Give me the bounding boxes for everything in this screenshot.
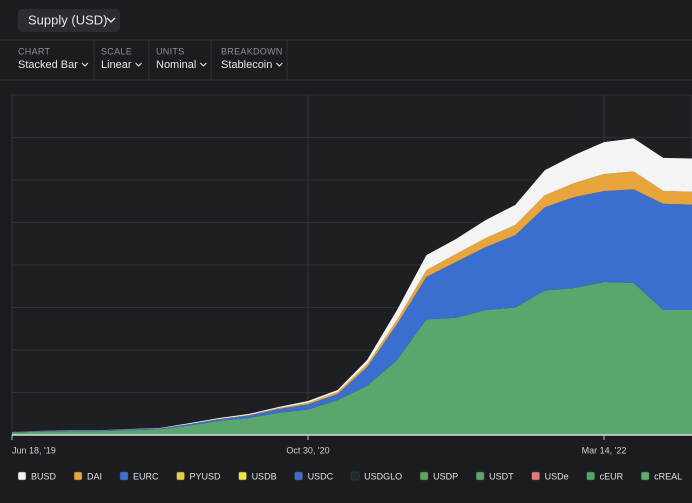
chevron [81,62,89,67]
legend-label[interactable]: BUSD [31,471,57,481]
legend-item[interactable]: BUSD [17,471,57,481]
legend-swatch[interactable] [17,471,27,481]
legend-label[interactable]: cEUR [600,471,624,481]
control-label[interactable]: SCALE [101,46,132,56]
legend-swatch[interactable] [640,471,650,481]
chevron [199,62,207,67]
legend-label[interactable]: PYUSD [190,471,222,481]
metric-dropdown[interactable]: Supply (USD) [18,9,120,32]
chevron [106,17,116,23]
x-tick-label: Mar 14, '22 [582,445,627,455]
control[interactable]: CHART Stacked Bar [18,46,89,71]
control-value[interactable]: Stablecoin [221,59,272,71]
chevron [135,62,142,67]
control-label[interactable]: UNITS [156,46,185,56]
legend-label[interactable]: cREAL [654,471,682,481]
legend-label[interactable]: USDB [252,471,277,481]
legend-swatch[interactable] [238,471,247,481]
x-tick-label: Oct 30, '20 [286,445,329,455]
legend-label[interactable]: USDe [545,471,569,481]
legend-label[interactable]: EURC [133,471,159,481]
control-value[interactable]: Nominal [156,59,196,71]
legend-item[interactable]: USDe [531,471,569,481]
control-label[interactable]: BREAKDOWN [221,46,283,56]
control-label[interactable]: CHART [18,46,51,56]
legend-item[interactable]: USDGLO [350,471,402,481]
legend-swatch[interactable] [119,471,129,481]
area-series [12,138,692,433]
legend-swatch[interactable] [531,471,540,481]
area-series [12,282,692,435]
legend-item[interactable]: USDP [419,471,458,481]
control-value[interactable]: Linear [101,59,132,71]
x-tick-label: Jun 18, '19 [12,445,56,455]
controls: CHART Stacked Bar SCALE Linear UNITS Nominal B… [18,40,288,80]
legend-swatch[interactable] [73,471,83,481]
legend-label[interactable]: USDGLO [364,471,402,481]
legend: BUSD DAI EURC PYUSD USDB USDC USDGLO USDP USDT US… [17,471,682,481]
legend-swatch[interactable] [176,471,185,481]
dropdown-title[interactable]: Supply (USD) [28,12,107,27]
area-series [12,189,692,433]
legend-label[interactable]: USDC [308,471,334,481]
legend-item[interactable]: DAI [73,471,102,481]
legend-swatch[interactable] [475,471,485,481]
control-value[interactable]: Stacked Bar [18,59,78,71]
area-series [12,171,692,433]
legend-item[interactable]: PYUSD [176,471,222,481]
legend-label[interactable]: USDP [433,471,458,481]
legend-swatch[interactable] [294,471,303,481]
legend-item[interactable]: cREAL [640,471,682,481]
dropdown-box[interactable] [18,9,120,32]
control[interactable]: UNITS Nominal [156,46,207,71]
legend-item[interactable]: USDT [475,471,514,481]
legend-swatch[interactable] [586,471,595,481]
legend-item[interactable]: USDB [238,471,277,481]
chevron [275,62,283,67]
legend-item[interactable]: USDC [294,471,334,481]
legend-label[interactable]: USDT [489,471,514,481]
legend-label[interactable]: DAI [87,471,102,481]
legend-swatch[interactable] [419,471,429,481]
control[interactable]: SCALE Linear [101,46,142,71]
legend-item[interactable]: EURC [119,471,159,481]
legend-swatch[interactable] [350,471,360,481]
legend-item[interactable]: cEUR [586,471,624,481]
control[interactable]: BREAKDOWN Stablecoin [221,46,283,71]
